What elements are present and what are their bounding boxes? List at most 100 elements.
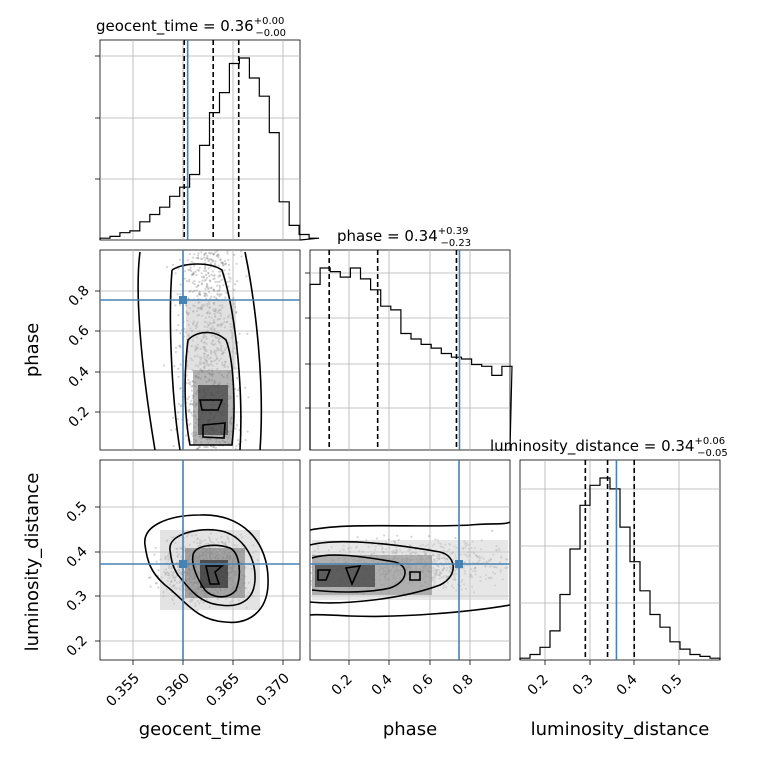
sample-point	[175, 346, 178, 349]
sample-point	[229, 316, 233, 319]
sample-point	[210, 287, 213, 290]
sample-point	[235, 311, 238, 314]
truth-marker-phase-distance	[455, 560, 463, 568]
sample-point	[205, 337, 208, 341]
sample-point	[219, 258, 222, 261]
xtick-label-luminosity-distance: 0.3	[570, 672, 597, 699]
sample-point	[217, 349, 220, 352]
sample-point	[223, 320, 226, 324]
sample-point	[227, 341, 230, 344]
sample-point	[214, 351, 217, 355]
sample-point	[375, 537, 378, 540]
sample-point	[178, 258, 181, 261]
sample-point	[204, 267, 207, 270]
sample-point	[223, 365, 226, 369]
sample-point	[208, 315, 211, 319]
density-geocent-phase	[186, 300, 236, 445]
sample-point	[214, 260, 217, 263]
sample-point	[190, 389, 193, 392]
sample-point	[174, 350, 177, 354]
sample-point	[198, 356, 201, 359]
sample-point	[210, 258, 213, 261]
sample-point	[187, 333, 190, 336]
sample-point	[222, 364, 225, 367]
sample-point	[212, 339, 215, 342]
sample-point	[197, 446, 200, 449]
sample-point	[236, 377, 239, 380]
contours-phase-distance	[309, 521, 511, 618]
sample-point	[213, 349, 216, 352]
sample-point	[194, 364, 197, 367]
sample-point	[217, 289, 220, 292]
sample-point	[175, 328, 178, 331]
sample-point	[203, 279, 206, 282]
sample-point	[211, 260, 214, 263]
sample-point	[233, 253, 236, 256]
sample-point	[177, 367, 180, 370]
sample-point	[189, 402, 192, 405]
sample-point	[223, 326, 227, 329]
sample-point	[179, 283, 182, 286]
sample-point	[230, 336, 233, 340]
sample-point	[356, 536, 359, 539]
sample-point	[205, 361, 208, 364]
sample-point	[190, 357, 193, 360]
sample-point	[203, 361, 206, 364]
sample-point	[204, 264, 207, 268]
sample-point	[217, 254, 220, 257]
sample-point	[205, 303, 209, 306]
sample-point	[220, 278, 223, 281]
sample-point	[209, 322, 213, 325]
sample-point	[246, 332, 249, 335]
sample-point	[213, 359, 216, 363]
sample-point	[194, 347, 197, 350]
sample-point	[194, 327, 198, 330]
sample-point	[221, 352, 224, 355]
sample-point	[310, 572, 313, 575]
sample-point	[221, 304, 224, 307]
sample-point	[212, 288, 215, 291]
xlabel-geocent-time: geocent_time	[139, 719, 262, 740]
sample-point	[214, 342, 217, 345]
sample-point	[184, 331, 187, 334]
sample-point	[213, 343, 216, 346]
xtick-label-geocent-time: 0.360	[153, 670, 193, 710]
sample-point	[209, 327, 212, 330]
sample-point	[229, 329, 233, 332]
sample-point	[226, 316, 229, 319]
sample-point	[187, 382, 190, 385]
sample-point	[199, 368, 202, 371]
sample-point	[215, 331, 218, 334]
histogram-phase	[309, 267, 513, 451]
sample-point	[214, 446, 217, 449]
sample-point	[213, 313, 216, 316]
sample-point	[208, 357, 211, 360]
sample-point	[203, 366, 206, 369]
sample-point	[203, 304, 206, 307]
sample-point	[213, 288, 216, 291]
yticks-hist-geocent-time	[95, 55, 100, 180]
sample-point	[218, 288, 221, 291]
sample-point	[205, 285, 208, 288]
sample-point	[216, 290, 219, 293]
sample-point	[189, 289, 192, 292]
sample-point	[198, 269, 201, 272]
sample-point	[192, 322, 195, 325]
sample-point	[203, 353, 206, 356]
sample-point	[212, 253, 215, 256]
sample-point	[218, 308, 221, 311]
sample-point	[177, 375, 180, 378]
sample-point	[199, 347, 202, 351]
sample-point	[246, 430, 249, 433]
sample-point	[227, 263, 231, 267]
sample-point	[217, 340, 220, 343]
sample-point	[196, 354, 199, 358]
sample-point	[210, 286, 213, 289]
sample-point	[223, 269, 226, 272]
sample-point	[214, 336, 217, 339]
sample-point	[216, 357, 219, 360]
xtick-label-luminosity-distance: 0.5	[659, 672, 686, 699]
quantiles-geocent-time	[183, 40, 240, 240]
sample-point	[214, 315, 217, 318]
sample-point	[208, 306, 211, 309]
